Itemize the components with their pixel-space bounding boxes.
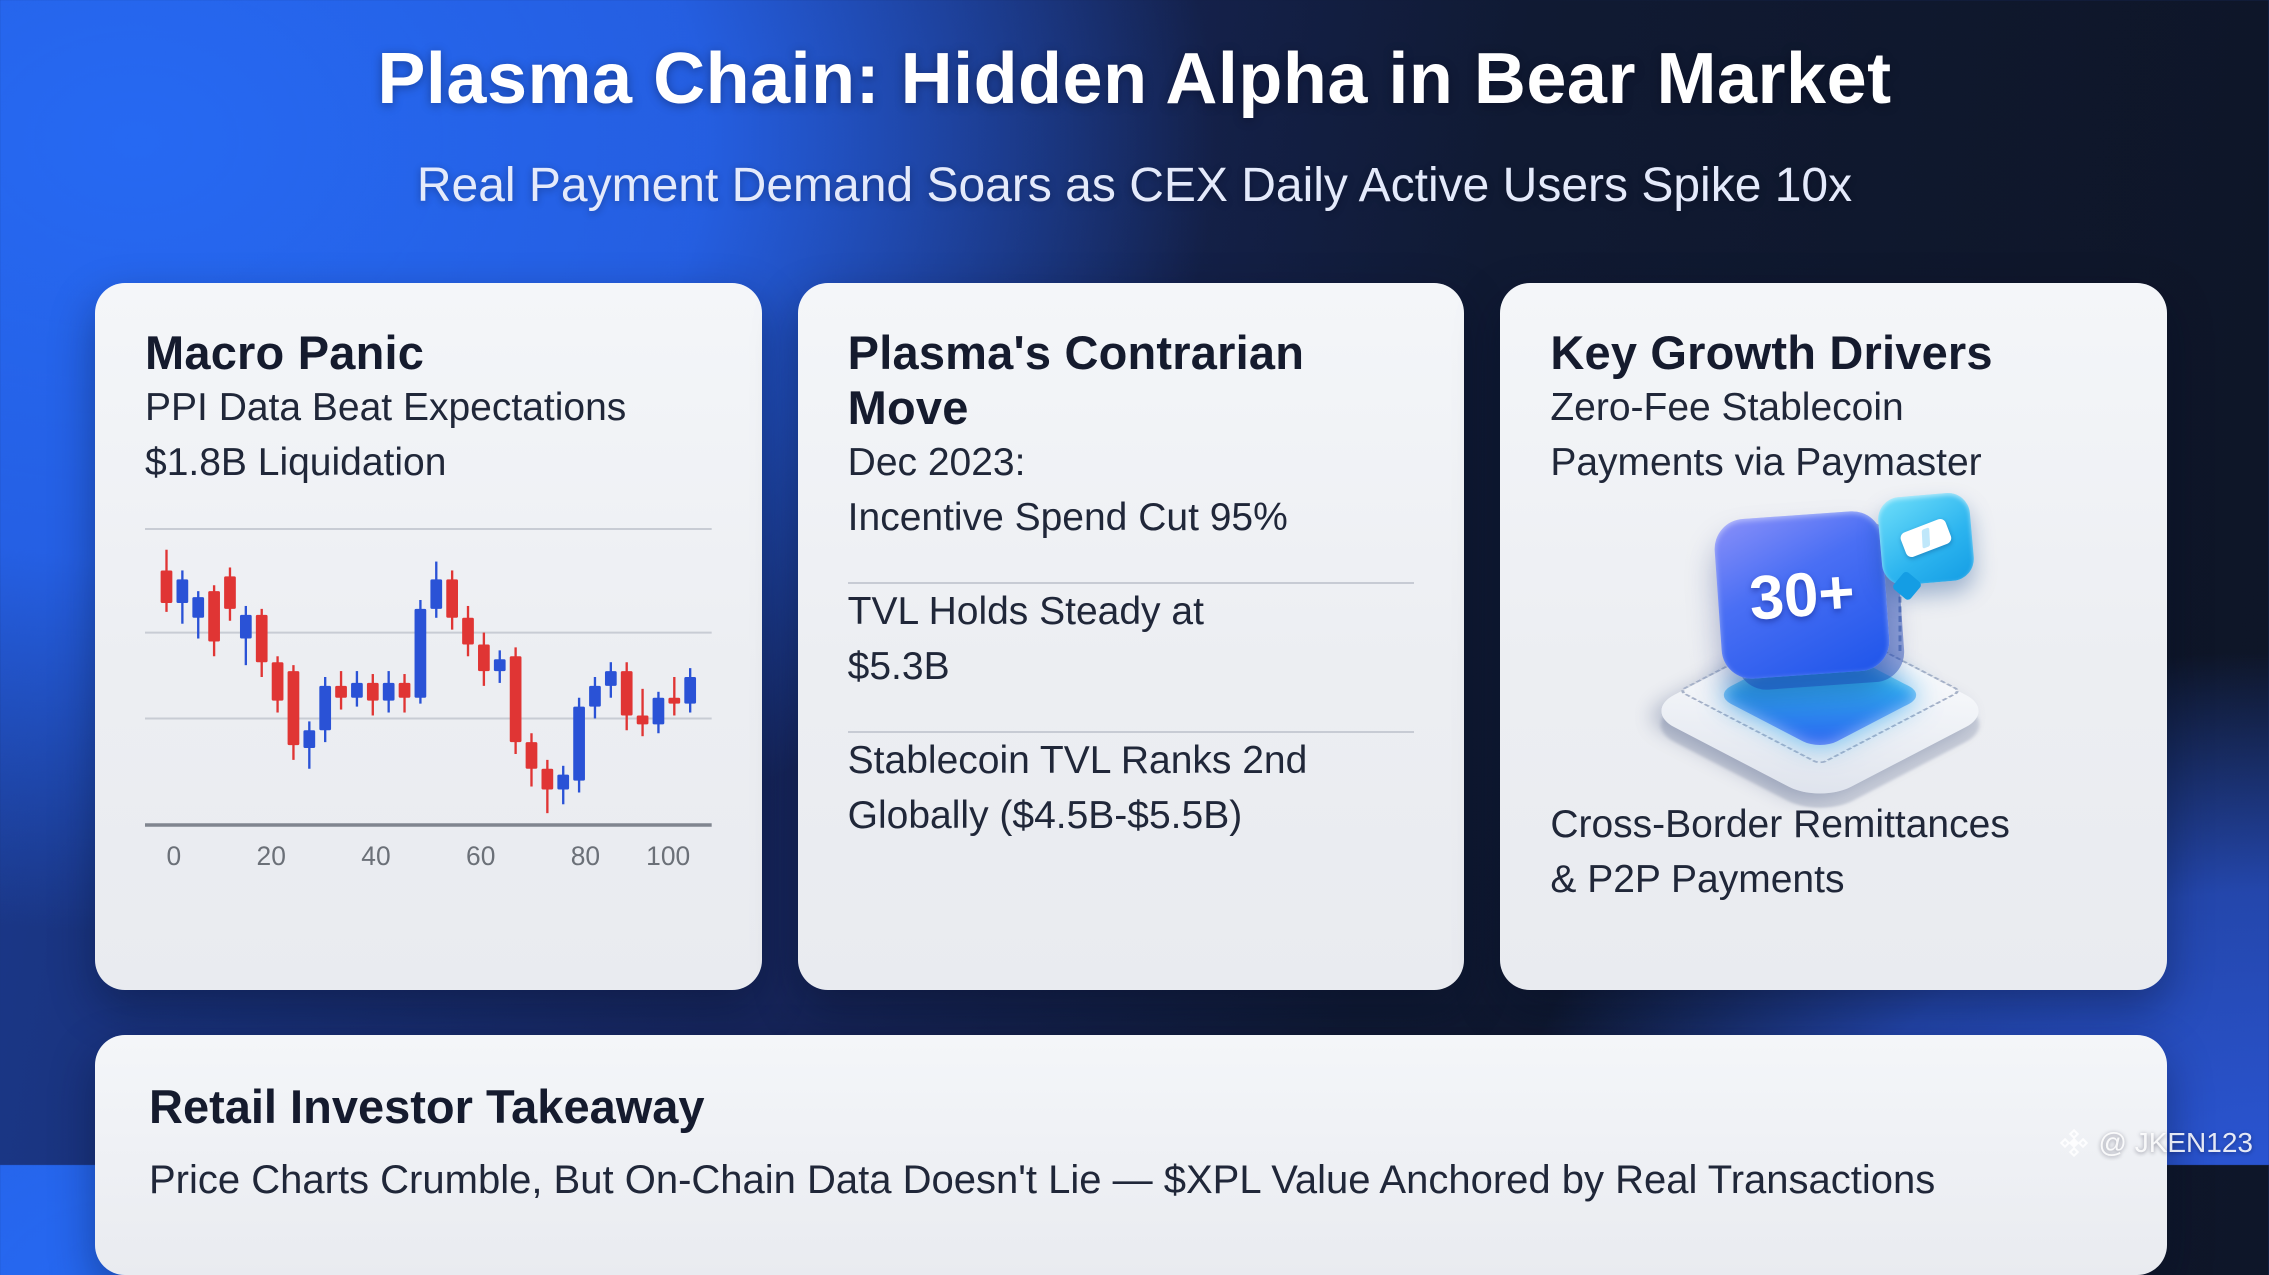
binance-diamond-icon <box>2059 1128 2088 1158</box>
svg-text:40: 40 <box>361 840 390 870</box>
card-retail-takeaway: Retail Investor Takeaway Price Charts Cr… <box>95 1035 2167 1275</box>
contrarian-title: Plasma's Contrarian Move <box>847 326 1305 434</box>
contrarian-incentive-line: Incentive Spend Cut 95% <box>847 496 1288 540</box>
candlestick-chart: 0 20 40 60 80 100 <box>145 513 712 881</box>
card-growth-drivers: Key Growth Drivers Zero-Fee Stablecoin P… <box>1500 283 2168 990</box>
growth-line-remittances: Cross-Border Remittances <box>1550 802 2010 846</box>
payment-bubble-icon <box>1876 490 1976 587</box>
contrarian-rank-line1: Stablecoin TVL Ranks 2nd <box>847 738 1308 782</box>
growth-title: Key Growth Drivers <box>1550 326 1993 379</box>
svg-text:80: 80 <box>571 840 600 870</box>
banknote-icon <box>1898 517 1953 559</box>
growth-line-paymaster: Payments via Paymaster <box>1550 441 1982 485</box>
svg-text:0: 0 <box>166 840 181 870</box>
contrarian-tvl-line2: $5.3B <box>847 645 950 689</box>
page-title: Plasma Chain: Hidden Alpha in Bear Marke… <box>377 39 1892 119</box>
watermark: @ JKEN123 <box>2059 1127 2254 1159</box>
divider <box>847 730 1415 733</box>
svg-text:100: 100 <box>646 840 690 870</box>
takeaway-title: Retail Investor Takeaway <box>149 1080 705 1133</box>
thirty-plus-label: 30+ <box>1746 556 1857 633</box>
contrarian-date-line: Dec 2023: <box>847 441 1026 484</box>
svg-text:20: 20 <box>257 840 286 870</box>
card-macro-panic: Macro Panic PPI Data Beat Expectations $… <box>95 283 762 990</box>
page-subtitle: Real Payment Demand Soars as CEX Daily A… <box>416 159 1853 212</box>
thirty-plus-badge: 30+ <box>1712 509 1892 681</box>
growth-line-p2p: & P2P Payments <box>1550 858 1845 902</box>
contrarian-rank-line2: Globally ($4.5B-$5.5B) <box>847 793 1243 837</box>
growth-line-zerofee: Zero-Fee Stablecoin <box>1550 386 1904 429</box>
macro-panic-line-ppi: PPI Data Beat Expectations <box>145 386 627 429</box>
dashed-connector <box>1898 586 1902 651</box>
macro-panic-title: Macro Panic <box>145 326 425 379</box>
contrarian-tvl-line1: TVL Holds Steady at <box>847 589 1204 633</box>
watermark-handle: @ JKEN123 <box>2098 1127 2254 1158</box>
divider <box>847 581 1415 584</box>
cards-row: Macro Panic PPI Data Beat Expectations $… <box>95 283 2168 990</box>
paymaster-3d-illustration: 30+ <box>1550 490 2117 818</box>
svg-text:60: 60 <box>466 840 495 870</box>
macro-panic-line-liquidation: $1.8B Liquidation <box>145 441 447 485</box>
card-contrarian-move: Plasma's Contrarian Move Dec 2023: Incen… <box>797 283 1465 990</box>
